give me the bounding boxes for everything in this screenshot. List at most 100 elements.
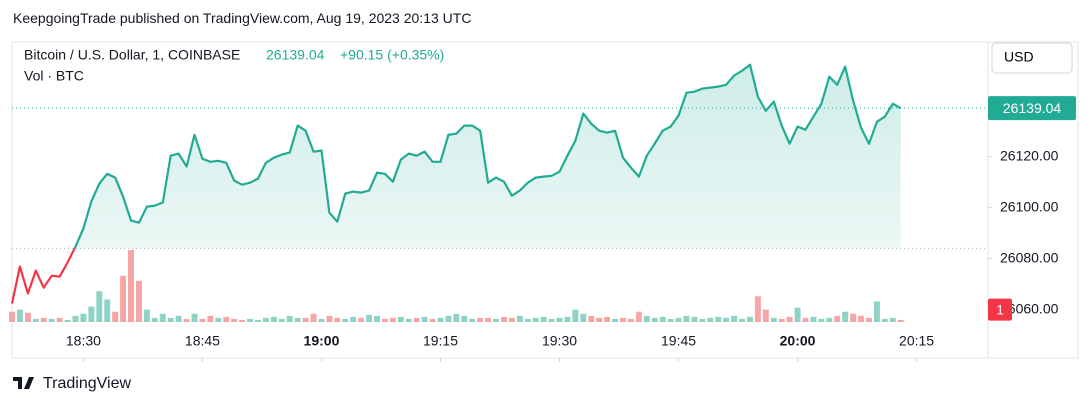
x-tick-label: 19:00 (304, 333, 340, 349)
volume-bar (723, 317, 730, 322)
volume-bar (294, 317, 301, 322)
volume-bar (810, 316, 817, 322)
volume-bar (794, 307, 801, 322)
y-tick-label: 26100.00 (1000, 198, 1059, 214)
volume-bar (421, 316, 428, 322)
volume-bar (151, 317, 158, 322)
legend-title: Bitcoin / U.S. Dollar, 1, COINBASE (24, 47, 240, 63)
volume-bar (381, 318, 388, 322)
x-tick-label: 20:00 (780, 333, 816, 349)
x-tick-label: 19:15 (423, 333, 458, 349)
pane-border (11, 41, 1079, 359)
volume-legend: Vol · BTC (24, 68, 84, 84)
volume-bar (167, 317, 174, 322)
legend-change: +90.15 (+0.35%) (340, 47, 444, 63)
volume-bar (667, 318, 674, 322)
volume-bar (48, 318, 55, 322)
volume-bar (516, 315, 523, 322)
legend-value: 26139.04 (266, 47, 325, 63)
volume-bar (572, 309, 579, 322)
volume-bar (215, 317, 222, 322)
volume-bar (699, 318, 706, 322)
volume-bar (683, 315, 690, 322)
volume-bar (739, 318, 745, 322)
volume-bar (437, 317, 444, 322)
volume-bar (675, 317, 682, 322)
volume-bar (786, 316, 793, 322)
volume-bar (715, 316, 722, 322)
y-tick-label: 26060.00 (1000, 300, 1059, 316)
x-tick-label: 19:30 (542, 333, 577, 349)
y-tick-label: 26120.00 (1000, 147, 1059, 163)
x-tick-label: 19:45 (661, 333, 696, 349)
volume-bar (596, 317, 603, 322)
volume-bar (659, 316, 666, 322)
volume-bar (135, 280, 142, 322)
volume-bar (40, 317, 47, 322)
x-tick-label: 18:30 (66, 333, 101, 349)
badge (988, 298, 1012, 321)
x-tick-label: 18:45 (185, 333, 220, 349)
volume-bar (64, 319, 71, 322)
badge-label: 1 (996, 301, 1004, 317)
volume-bar (334, 317, 341, 322)
volume-bar (413, 317, 420, 322)
volume-bar (651, 317, 658, 322)
volume-bar (604, 316, 611, 322)
volume-bar (183, 318, 190, 322)
volume-bar (873, 301, 880, 322)
volume-bar (262, 317, 269, 322)
volume-bar (889, 317, 896, 322)
volume-bar (143, 309, 150, 322)
volume-bar (770, 317, 777, 322)
volume-bar (485, 317, 492, 322)
volume-bar (270, 316, 277, 322)
volume-bar (175, 315, 182, 322)
volume-bar (389, 317, 396, 322)
volume-bar (762, 309, 769, 322)
volume-bar (191, 313, 198, 322)
volume-bar (834, 315, 841, 322)
volume-bar (588, 315, 595, 322)
x-tick-label: 20:15 (899, 333, 934, 349)
volume-bar (104, 299, 111, 322)
volume-bar (858, 315, 865, 322)
volume-bar (754, 296, 761, 322)
volume-bar (778, 318, 785, 322)
logo: TradingView (13, 375, 131, 392)
volume-bar (159, 313, 166, 322)
volume-bar (199, 318, 206, 322)
volume-bar (580, 313, 587, 322)
volume-bar (350, 316, 357, 322)
header: KeepgoingTrade published on TradingView.… (13, 10, 472, 26)
volume-bar (96, 291, 103, 322)
volume-bar (16, 309, 23, 322)
volume-bar (564, 316, 571, 322)
volume-bar (881, 318, 888, 322)
volume-bar (532, 317, 539, 322)
volume-bar (453, 313, 460, 322)
volume-bar (310, 313, 317, 322)
volume-bar (397, 316, 404, 322)
logo-icon (13, 377, 34, 389)
volume-bar (540, 316, 547, 322)
volume-bar (897, 319, 904, 322)
volume-bar (318, 318, 325, 322)
volume-bar (802, 317, 809, 322)
volume-bar (80, 313, 87, 322)
y-tick-label: 26080.00 (1000, 249, 1059, 265)
volume-bar (620, 317, 626, 322)
volume-bar (524, 318, 531, 322)
currency-box[interactable] (991, 42, 1073, 74)
volume-bar (612, 318, 619, 322)
price-tag (988, 96, 1076, 121)
volume-bar (508, 317, 515, 322)
volume-bar (32, 318, 39, 322)
footer: TradingView (43, 375, 131, 392)
volume-bar (326, 315, 333, 322)
volume-bar (477, 317, 484, 322)
volume-bar (866, 317, 872, 322)
volume-bar (223, 316, 230, 322)
volume-bar (635, 311, 642, 322)
